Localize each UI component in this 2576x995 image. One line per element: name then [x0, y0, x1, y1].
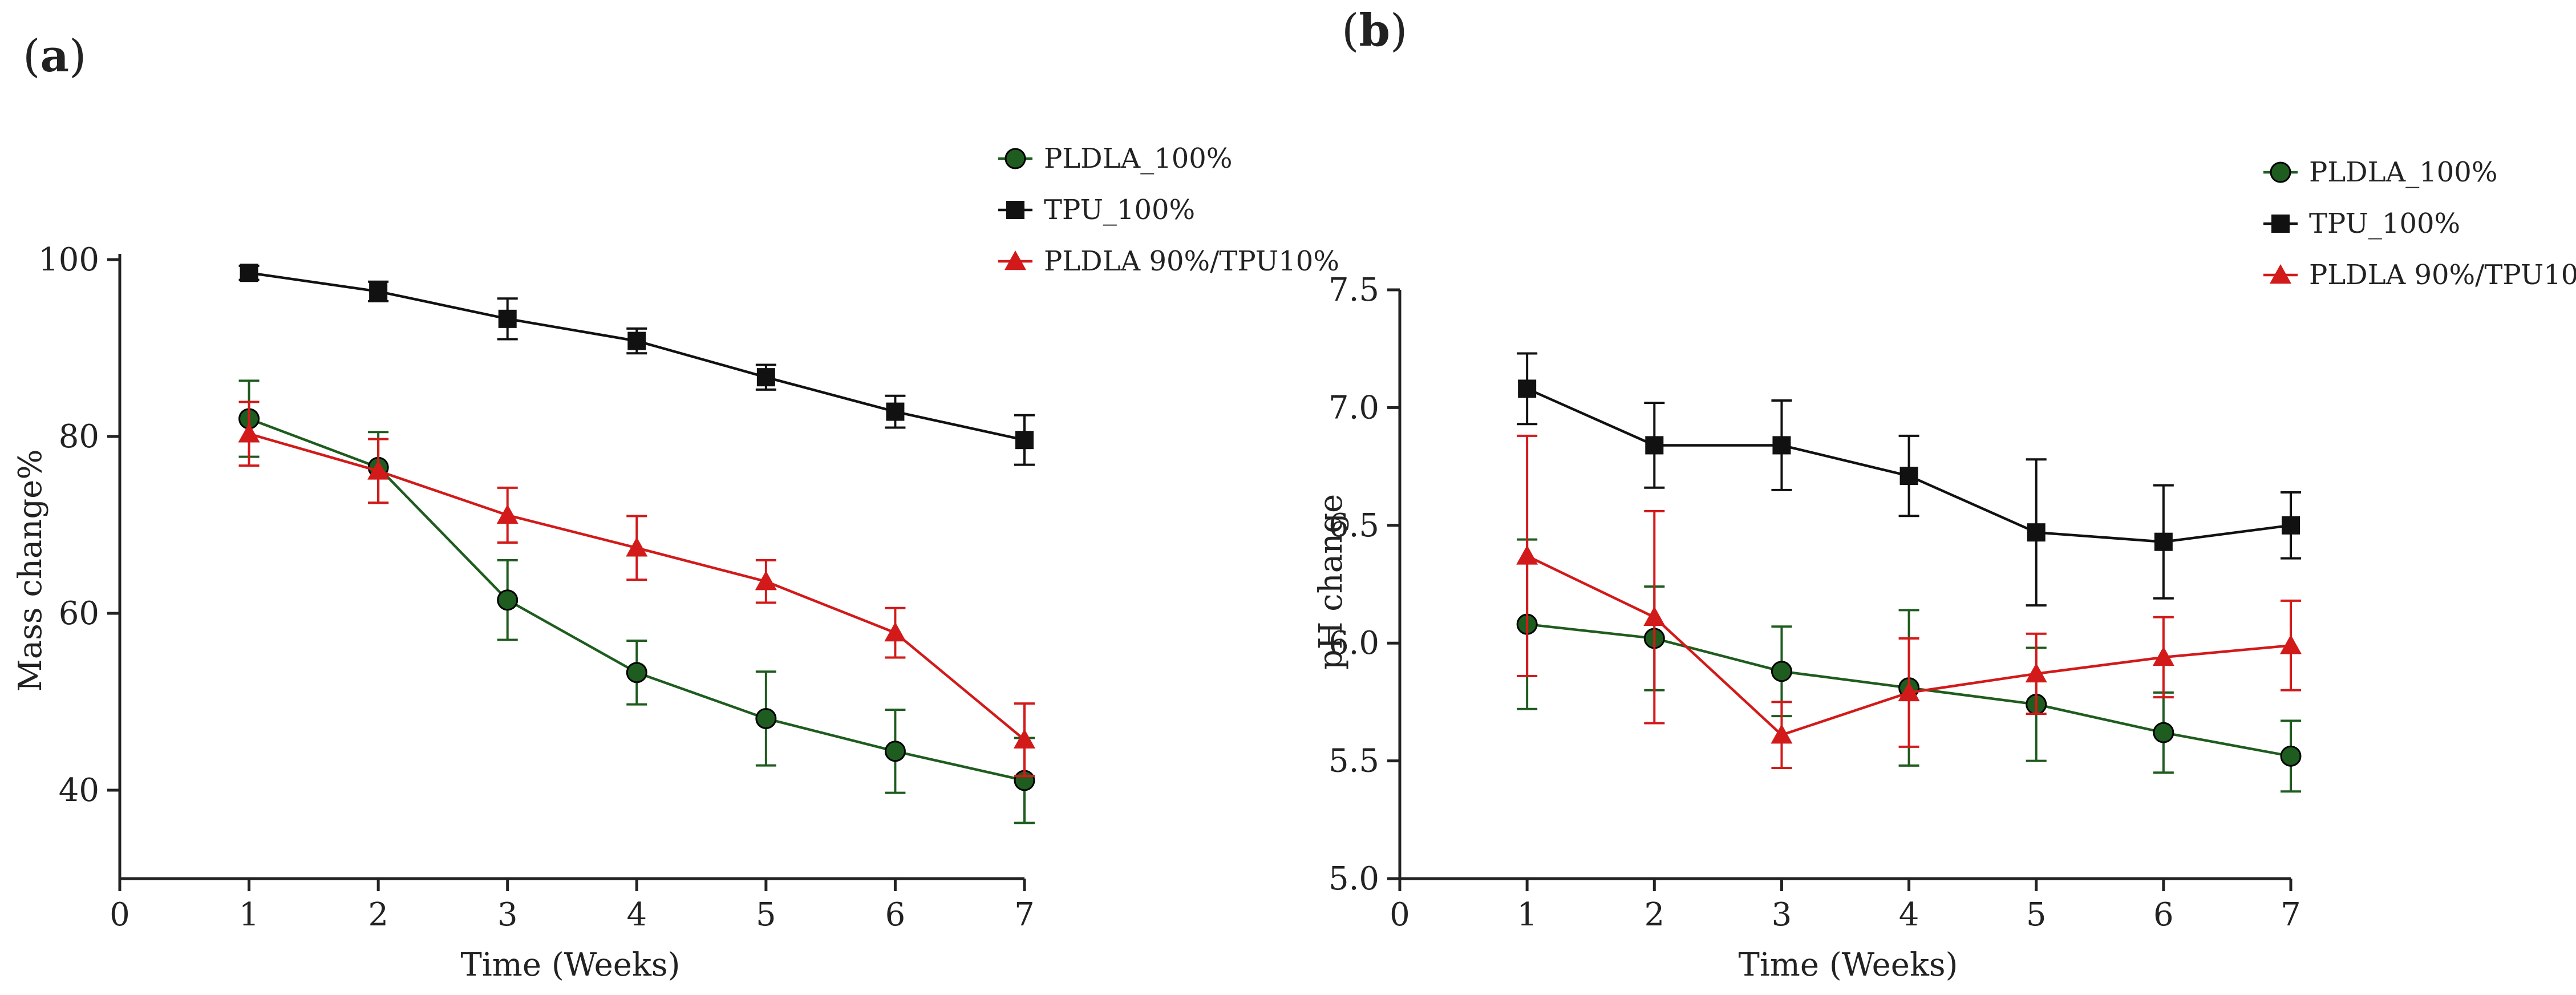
- series-square-b: [1517, 352, 2301, 607]
- legend-label-a: PLDLA 90%/TPU10%: [1044, 245, 1339, 277]
- data-point-triangle-b: [1898, 681, 1920, 702]
- legend-label-b: PLDLA 90%/TPU10%: [2309, 259, 2576, 291]
- y-tick-label-b: 6.5: [1328, 507, 1379, 544]
- series-line-a: [248, 417, 1025, 782]
- data-point-circle-a: [755, 707, 777, 729]
- y-tick-label-a: 40: [59, 772, 99, 809]
- x-tick-label-a: 6: [885, 896, 906, 933]
- data-point-triangle-b: [2025, 662, 2047, 683]
- legend-marker-triangle-b: [2270, 264, 2291, 284]
- data-point-triangle-a: [238, 423, 260, 443]
- x-tick-label-b: 2: [1644, 896, 1664, 933]
- data-point-circle-a: [497, 589, 519, 611]
- y-tick-label-a: 80: [59, 418, 99, 455]
- data-point-square-b: [2282, 516, 2300, 535]
- data-point-square-b: [2154, 532, 2173, 551]
- x-tick-label-b: 5: [2026, 896, 2047, 933]
- data-point-circle-a: [626, 662, 647, 683]
- x-tick-label-a: 4: [626, 896, 647, 933]
- x-tick-label-a: 7: [1014, 896, 1035, 933]
- data-point-triangle-a: [367, 460, 390, 480]
- x-tick-label-a: 0: [110, 896, 130, 933]
- data-point-square-a: [498, 309, 517, 328]
- legend-label-b: PLDLA_100%: [2309, 156, 2497, 188]
- x-tick-label-a: 5: [756, 896, 776, 933]
- data-point-triangle-a: [496, 504, 519, 524]
- data-point-square-a: [886, 402, 905, 421]
- y-axis-title-a: Mass change%: [12, 449, 49, 691]
- data-point-circle-a: [884, 741, 906, 762]
- panel-label-b: (b): [1342, 5, 1407, 56]
- x-tick-label-a: 1: [239, 896, 260, 933]
- x-axis-title-b: Time (Weeks): [1739, 947, 1958, 984]
- series-triangle-a: [238, 401, 1035, 778]
- data-point-square-b: [1645, 436, 1664, 455]
- data-point-triangle-a: [884, 622, 906, 642]
- x-tick-label-a: 2: [368, 896, 388, 933]
- data-point-square-a: [756, 368, 775, 387]
- data-point-triangle-b: [1771, 724, 1793, 744]
- data-point-square-a: [627, 331, 646, 350]
- y-axis-title-b: pH change: [1313, 494, 1350, 670]
- legend-marker-triangle-a: [1005, 250, 1026, 270]
- series-circle-a: [238, 379, 1035, 824]
- legend-marker-circle-b: [2270, 161, 2291, 183]
- data-point-triangle-b: [2280, 634, 2302, 654]
- legend-label-a: PLDLA_100%: [1044, 143, 1232, 175]
- data-point-circle-b: [2153, 722, 2174, 743]
- data-point-square-b: [1518, 379, 1537, 398]
- x-tick-label-b: 1: [1517, 896, 1537, 933]
- data-point-triangle-b: [1516, 545, 1538, 565]
- data-point-triangle-b: [2152, 646, 2174, 666]
- y-tick-label-b: 5.0: [1328, 860, 1379, 897]
- panel-a: (a) Time (Weeks) Mass change% 0 1 2 3 4 5 6 7 40…: [12, 30, 1339, 984]
- series-square-a: [238, 264, 1035, 466]
- y-tick-label-b: 7.0: [1328, 389, 1379, 426]
- legend-marker-circle-a: [1005, 148, 1026, 169]
- x-tick-label-a: 3: [497, 896, 518, 933]
- x-tick-label-b: 0: [1390, 896, 1410, 933]
- x-axis-title-a: Time (Weeks): [461, 947, 681, 984]
- panel-label-a: (a): [23, 30, 86, 82]
- panel-b: (b) Time (Weeks) pH change 0 1 2 3 4 5 6 7 5.0 5.…: [1313, 5, 2576, 984]
- series-line-a: [249, 272, 1025, 442]
- legend-marker-square-a: [1006, 201, 1024, 219]
- x-tick-label-b: 4: [1899, 896, 1919, 933]
- x-tick-label-b: 3: [1772, 896, 1792, 933]
- legend-marker-square-b: [2271, 215, 2290, 233]
- y-tick-label-b: 7.5: [1328, 272, 1379, 309]
- data-point-square-a: [240, 264, 258, 282]
- data-point-triangle-a: [626, 537, 648, 557]
- data-point-square-b: [1899, 467, 1918, 486]
- data-point-square-a: [369, 282, 388, 301]
- y-tick-label-a: 100: [38, 241, 99, 278]
- series-triangle-b: [1516, 434, 2302, 769]
- data-point-circle-b: [2280, 745, 2302, 767]
- y-tick-label-a: 60: [59, 595, 99, 632]
- data-point-square-b: [2027, 523, 2046, 542]
- data-point-triangle-b: [1643, 606, 1666, 626]
- x-tick-label-b: 6: [2153, 896, 2174, 933]
- y-tick-label-b: 6.0: [1328, 625, 1379, 662]
- legend-label-b: TPU_100%: [2309, 208, 2460, 240]
- data-point-triangle-a: [1014, 729, 1035, 749]
- data-point-square-b: [1772, 436, 1791, 455]
- y-tick-label-b: 5.5: [1328, 743, 1379, 780]
- x-tick-label-b: 7: [2281, 896, 2301, 933]
- data-point-circle-b: [1771, 661, 1792, 682]
- data-point-triangle-a: [755, 571, 777, 590]
- data-point-square-a: [1015, 431, 1034, 450]
- legend-label-a: TPU_100%: [1044, 194, 1195, 226]
